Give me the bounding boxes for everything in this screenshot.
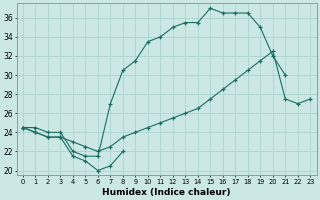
- X-axis label: Humidex (Indice chaleur): Humidex (Indice chaleur): [102, 188, 231, 197]
